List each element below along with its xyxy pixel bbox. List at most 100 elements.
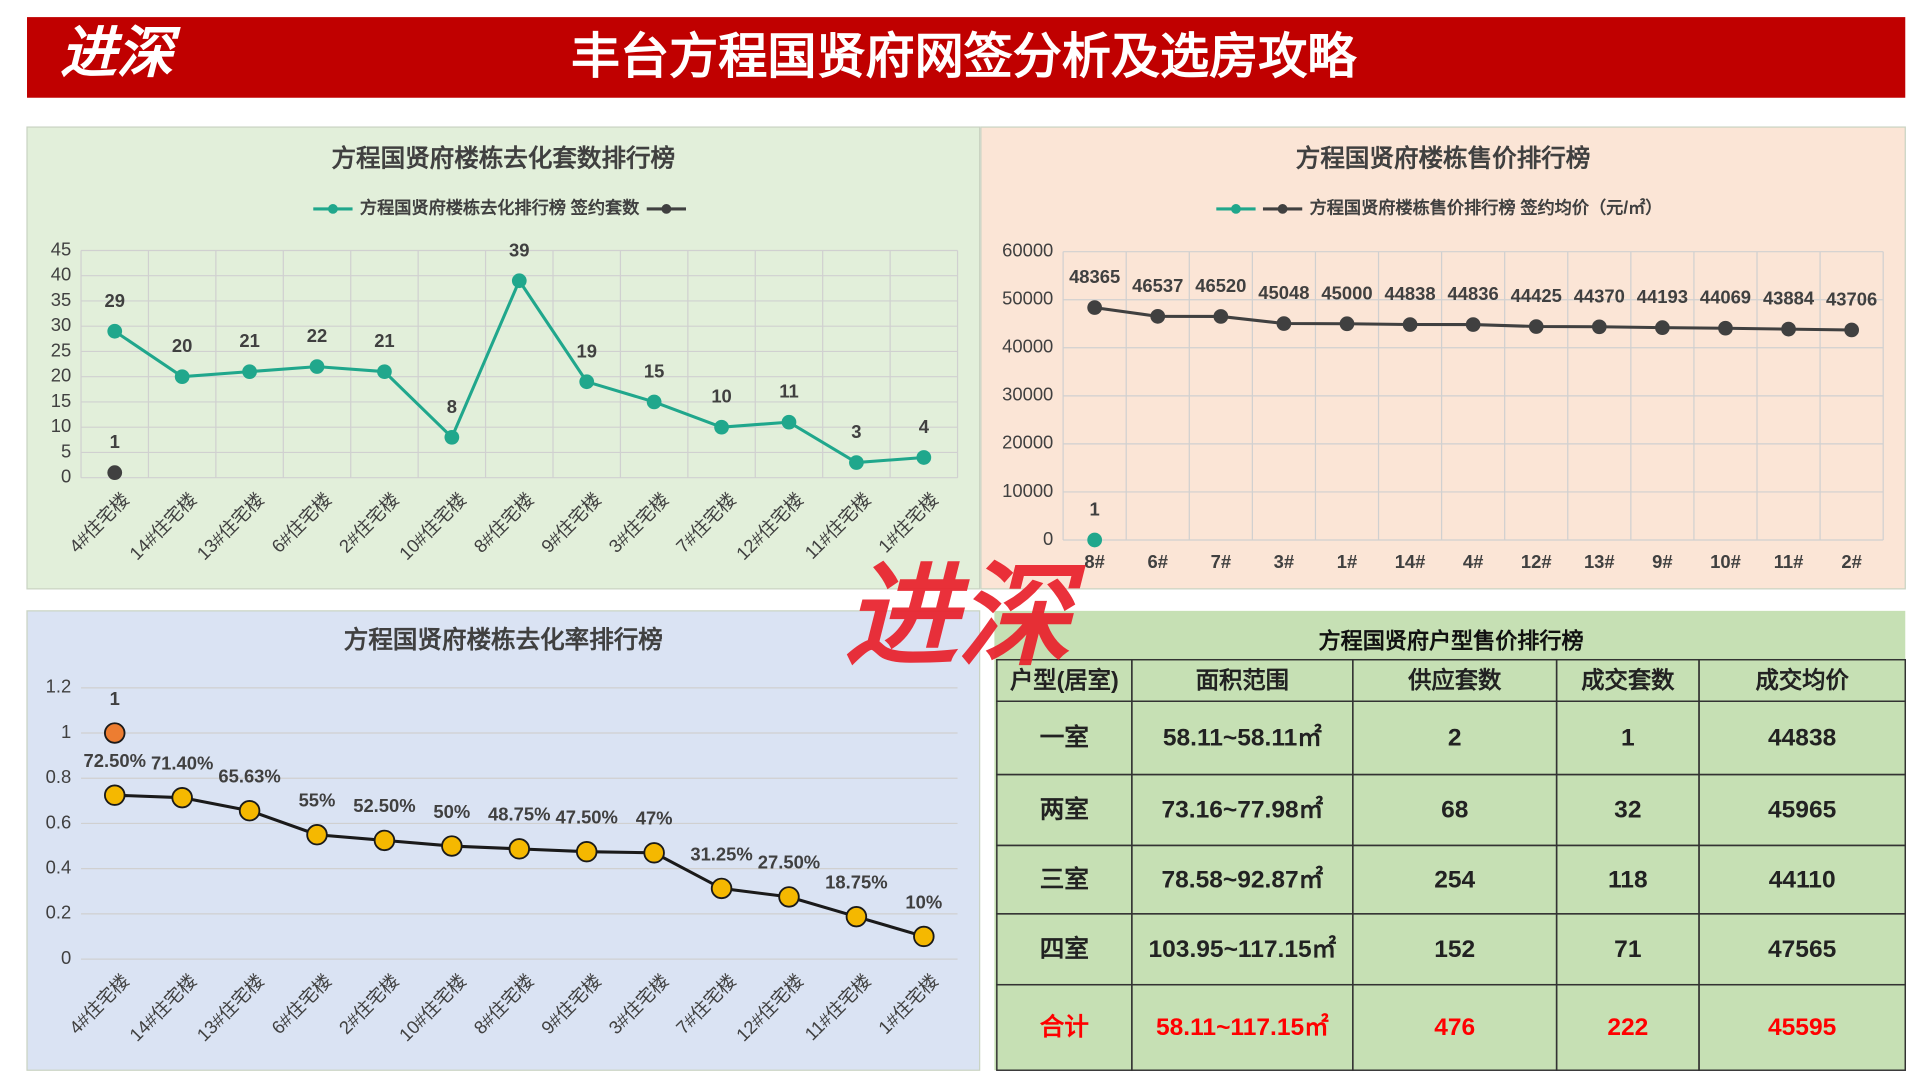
- data-point: [103, 722, 126, 744]
- table-cell-text: 71: [1614, 936, 1641, 963]
- data-label: 50%: [433, 801, 470, 822]
- table-cell-text: 152: [1434, 936, 1475, 963]
- table-cell-text: 三室: [1040, 864, 1089, 893]
- data-label: 46520: [1195, 275, 1246, 296]
- data-point: [643, 842, 665, 864]
- y-tick-label: 0.8: [46, 766, 72, 787]
- data-label: 43884: [1763, 288, 1815, 309]
- table-cell-text: 47565: [1768, 936, 1836, 963]
- panel: [26, 126, 981, 590]
- y-tick-label: 10: [51, 415, 71, 436]
- data-point: [107, 465, 123, 480]
- data-point: [646, 394, 662, 410]
- data-point: [242, 364, 257, 379]
- chart-title: 方程国贤府楼栋去化率排行榜: [344, 625, 663, 654]
- data-point: [714, 419, 729, 435]
- x-tick-label: 12#: [1521, 551, 1552, 572]
- data-label: 21: [374, 330, 394, 351]
- y-tick-label: 5: [61, 440, 71, 461]
- table-cell-text: 32: [1614, 797, 1641, 824]
- legend-label: 方程国贤府楼栋售价排行榜 签约均价（元/㎡）: [1310, 197, 1663, 217]
- data-label: 8: [447, 396, 457, 417]
- data-point: [238, 800, 261, 822]
- data-label: 1: [110, 688, 120, 709]
- data-label: 29: [104, 290, 124, 311]
- data-point: [306, 824, 328, 846]
- y-tick-label: 15: [51, 390, 71, 411]
- data-point: [309, 359, 325, 374]
- table-cell-text: 73.16~77.98㎡: [1161, 795, 1323, 824]
- header-logo: 进深: [60, 21, 181, 84]
- x-tick-label: 8#: [1084, 551, 1104, 572]
- x-tick-label: 3#: [1274, 551, 1294, 572]
- data-point: [1781, 321, 1796, 337]
- data-point: [913, 925, 935, 948]
- data-label: 3: [851, 421, 861, 442]
- y-tick-label: 10000: [1002, 480, 1053, 501]
- data-point: [174, 369, 190, 385]
- data-point: [171, 786, 193, 809]
- table-cell-text: 44110: [1769, 866, 1836, 893]
- table-cell-text: 44838: [1768, 725, 1836, 752]
- header-bar: [27, 17, 1906, 98]
- table-cell-text: 103.95~117.15㎡: [1149, 934, 1337, 963]
- data-point: [1087, 300, 1103, 315]
- table-cell: [1698, 983, 1907, 1071]
- data-label: 48.75%: [488, 804, 550, 825]
- legend-marker: [1277, 204, 1288, 214]
- data-point: [1276, 316, 1292, 331]
- x-tick-label: 14#: [1395, 551, 1426, 572]
- legend-marker: [661, 204, 672, 214]
- y-tick-label: 60000: [1002, 240, 1053, 261]
- data-point: [575, 841, 598, 863]
- x-tick-label: 1#: [1337, 551, 1357, 572]
- y-tick-label: 0: [61, 947, 71, 968]
- table-cell-text: 45965: [1768, 797, 1836, 824]
- data-point: [845, 905, 868, 928]
- table-cell-text: 2: [1448, 725, 1462, 752]
- y-tick-label: 0.6: [46, 811, 72, 832]
- data-label: 44425: [1511, 285, 1562, 306]
- y-tick-label: 0: [61, 466, 71, 487]
- header-title: 丰台方程国贤府网签分析及选房攻略: [571, 30, 1357, 84]
- y-tick-label: 35: [51, 289, 71, 310]
- data-point: [1718, 320, 1733, 336]
- table-cell-text: 254: [1434, 866, 1475, 893]
- data-label: 44838: [1384, 283, 1435, 304]
- data-label: 44836: [1448, 283, 1499, 304]
- y-tick-label: 1: [61, 721, 71, 742]
- x-tick-label: 6#: [1148, 551, 1168, 572]
- legend-marker: [328, 204, 338, 214]
- table-header: 供应套数: [1407, 667, 1502, 693]
- data-label: 10%: [905, 891, 942, 912]
- table-title: 方程国贤府户型售价排行榜: [1319, 628, 1584, 653]
- data-label: 21: [239, 330, 259, 351]
- data-label: 11: [779, 381, 798, 402]
- data-label: 1: [110, 431, 120, 452]
- data-label: 22: [307, 325, 327, 346]
- table-cell-text: 1: [1621, 725, 1635, 752]
- data-label: 55%: [299, 790, 336, 811]
- data-label: 20: [172, 335, 192, 356]
- data-point: [1402, 317, 1418, 332]
- data-label: 45048: [1258, 282, 1309, 303]
- data-point: [1150, 309, 1166, 324]
- data-label: 52.50%: [353, 795, 415, 816]
- data-label: 46537: [1132, 275, 1183, 296]
- table-cell-text: 68: [1441, 797, 1468, 824]
- table-cell-text: 两室: [1040, 795, 1089, 824]
- y-tick-label: 0.2: [46, 902, 72, 923]
- table-cell-text: 78.58~92.87㎡: [1161, 864, 1323, 893]
- data-label: 43706: [1826, 289, 1877, 310]
- y-tick-label: 30: [51, 314, 71, 335]
- x-tick-label: 9#: [1652, 551, 1672, 572]
- data-point: [1339, 316, 1355, 332]
- data-label: 4: [919, 416, 930, 437]
- y-tick-label: 0.4: [46, 857, 72, 878]
- chart-title: 方程国贤府楼栋售价排行榜: [1296, 144, 1591, 173]
- data-label: 15: [644, 361, 664, 382]
- table-cell-text: 58.11~117.15㎡: [1156, 1012, 1329, 1041]
- data-label: 39: [509, 239, 529, 260]
